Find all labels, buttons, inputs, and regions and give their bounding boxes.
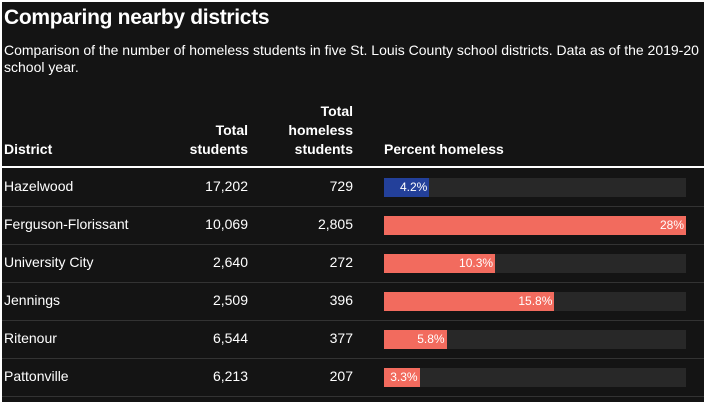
percent-bar: 4.2% xyxy=(384,178,430,197)
table-row: Jennings 2,509 396 15.8% xyxy=(2,282,704,321)
table-row: University City 2,640 272 10.3% xyxy=(2,244,704,283)
bar-track: 3.3% xyxy=(384,368,686,387)
district-name: Jennings xyxy=(4,292,61,308)
percent-label: 5.8% xyxy=(417,332,445,346)
chart-title: Comparing nearby districts xyxy=(4,6,270,29)
header-line: students xyxy=(294,141,353,157)
percent-label: 28% xyxy=(659,218,684,232)
homeless-students: 2,805 xyxy=(317,216,353,232)
homeless-students: 377 xyxy=(329,330,353,346)
percent-bar: 3.3% xyxy=(384,368,420,387)
percent-bar: 5.8% xyxy=(384,330,447,349)
header-homeless-students: Total homeless students xyxy=(288,102,353,159)
total-students: 10,069 xyxy=(205,216,248,232)
bar-track: 15.8% xyxy=(384,292,686,311)
header-line: Total xyxy=(320,103,353,119)
percent-label: 15.8% xyxy=(518,294,553,308)
header-percent: Percent homeless xyxy=(384,141,504,157)
bar-track: 5.8% xyxy=(384,330,686,349)
percent-bar: 10.3% xyxy=(384,254,496,273)
table-row: Ritenour 6,544 377 5.8% xyxy=(2,320,704,359)
district-name: University City xyxy=(4,254,94,270)
header-line: students xyxy=(189,141,248,157)
total-students: 17,202 xyxy=(205,178,248,194)
header-total-students: Total students xyxy=(190,121,248,159)
table-row: Hazelwood 17,202 729 4.2% xyxy=(2,168,704,207)
bar-track: 4.2% xyxy=(384,178,686,197)
homeless-students: 396 xyxy=(329,292,353,308)
total-students: 6,544 xyxy=(212,330,248,346)
percent-bar: 28% xyxy=(384,216,686,235)
district-name: Pattonville xyxy=(4,368,69,384)
district-name: Hazelwood xyxy=(4,178,74,194)
district-name: Ritenour xyxy=(4,330,57,346)
header-line: homeless xyxy=(288,122,353,138)
homeless-students: 207 xyxy=(329,368,353,384)
homeless-students: 272 xyxy=(329,254,353,270)
chart-subtitle: Comparison of the number of homeless stu… xyxy=(4,42,699,75)
total-students: 2,509 xyxy=(212,292,248,308)
header-divider xyxy=(2,166,704,168)
table-row: Ferguson-Florissant 10,069 2,805 28% xyxy=(2,206,704,245)
percent-label: 10.3% xyxy=(459,256,494,270)
percent-label: 3.3% xyxy=(390,370,418,384)
table-row: Pattonville 6,213 207 3.3% xyxy=(2,358,704,397)
bar-track: 10.3% xyxy=(384,254,686,273)
district-name: Ferguson-Florissant xyxy=(4,216,129,232)
bar-track: 28% xyxy=(384,216,686,235)
homeless-students: 729 xyxy=(329,178,353,194)
percent-label: 4.2% xyxy=(399,180,428,194)
header-line: Total xyxy=(215,122,248,138)
total-students: 6,213 xyxy=(212,368,248,384)
header-district: District xyxy=(4,141,53,157)
percent-bar: 15.8% xyxy=(384,292,555,311)
total-students: 2,640 xyxy=(212,254,248,270)
